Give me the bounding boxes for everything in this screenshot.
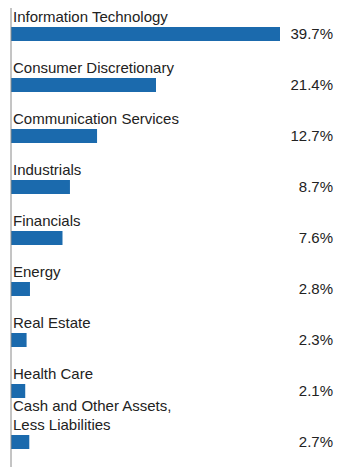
svg-text:Cash and Other Assets,: Cash and Other Assets,: [13, 397, 171, 414]
svg-text:Health Care: Health Care: [13, 365, 93, 382]
svg-text:Industrials: Industrials: [13, 161, 81, 178]
svg-text:2.3%: 2.3%: [299, 331, 333, 348]
svg-text:2.1%: 2.1%: [299, 382, 333, 399]
svg-text:2.7%: 2.7%: [299, 433, 333, 450]
svg-text:12.7%: 12.7%: [290, 127, 333, 144]
svg-text:39.7%: 39.7%: [290, 25, 333, 42]
svg-text:Real Estate: Real Estate: [13, 314, 91, 331]
svg-text:Communication Services: Communication Services: [13, 110, 179, 127]
svg-text:8.7%: 8.7%: [299, 178, 333, 195]
svg-text:Consumer Discretionary: Consumer Discretionary: [13, 59, 174, 76]
svg-text:21.4%: 21.4%: [290, 76, 333, 93]
svg-text:Financials: Financials: [13, 212, 81, 229]
svg-text:Less Liabilities: Less Liabilities: [13, 416, 111, 433]
svg-text:Information Technology: Information Technology: [13, 8, 168, 25]
svg-text:7.6%: 7.6%: [299, 229, 333, 246]
svg-text:Energy: Energy: [13, 263, 61, 280]
svg-text:2.8%: 2.8%: [299, 280, 333, 297]
